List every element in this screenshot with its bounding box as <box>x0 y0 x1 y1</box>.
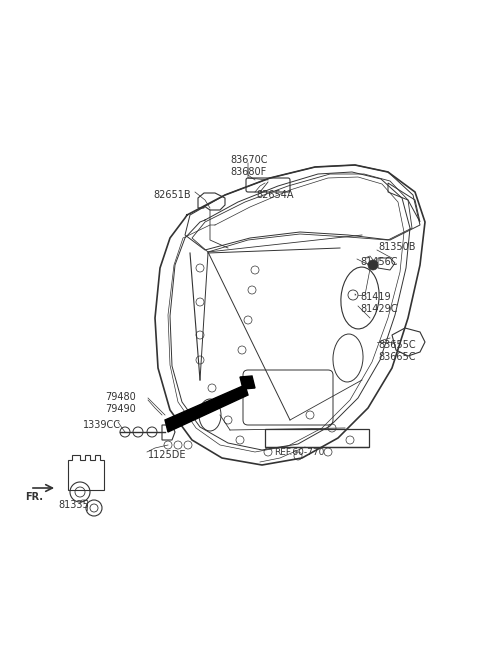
Text: 81350B: 81350B <box>378 242 416 252</box>
Circle shape <box>368 260 378 270</box>
Text: 81456C: 81456C <box>360 257 397 267</box>
Text: 83680F: 83680F <box>230 167 266 177</box>
Text: FR.: FR. <box>25 492 43 502</box>
Text: 79480: 79480 <box>105 392 136 402</box>
Text: 81429C: 81429C <box>360 304 397 314</box>
Text: 83665C: 83665C <box>378 352 416 362</box>
Text: 82651B: 82651B <box>153 190 191 200</box>
Text: 83670C: 83670C <box>230 155 267 165</box>
Text: 83655C: 83655C <box>378 340 416 350</box>
Text: 81335: 81335 <box>58 500 89 510</box>
Polygon shape <box>240 376 255 389</box>
Text: 81419: 81419 <box>360 292 391 302</box>
Text: 1125DE: 1125DE <box>148 450 187 460</box>
Text: 82654A: 82654A <box>256 190 293 200</box>
Text: 1339CC: 1339CC <box>83 420 121 430</box>
Text: REF.60-770: REF.60-770 <box>274 448 324 457</box>
Polygon shape <box>165 385 248 432</box>
Text: 79490: 79490 <box>105 404 136 414</box>
